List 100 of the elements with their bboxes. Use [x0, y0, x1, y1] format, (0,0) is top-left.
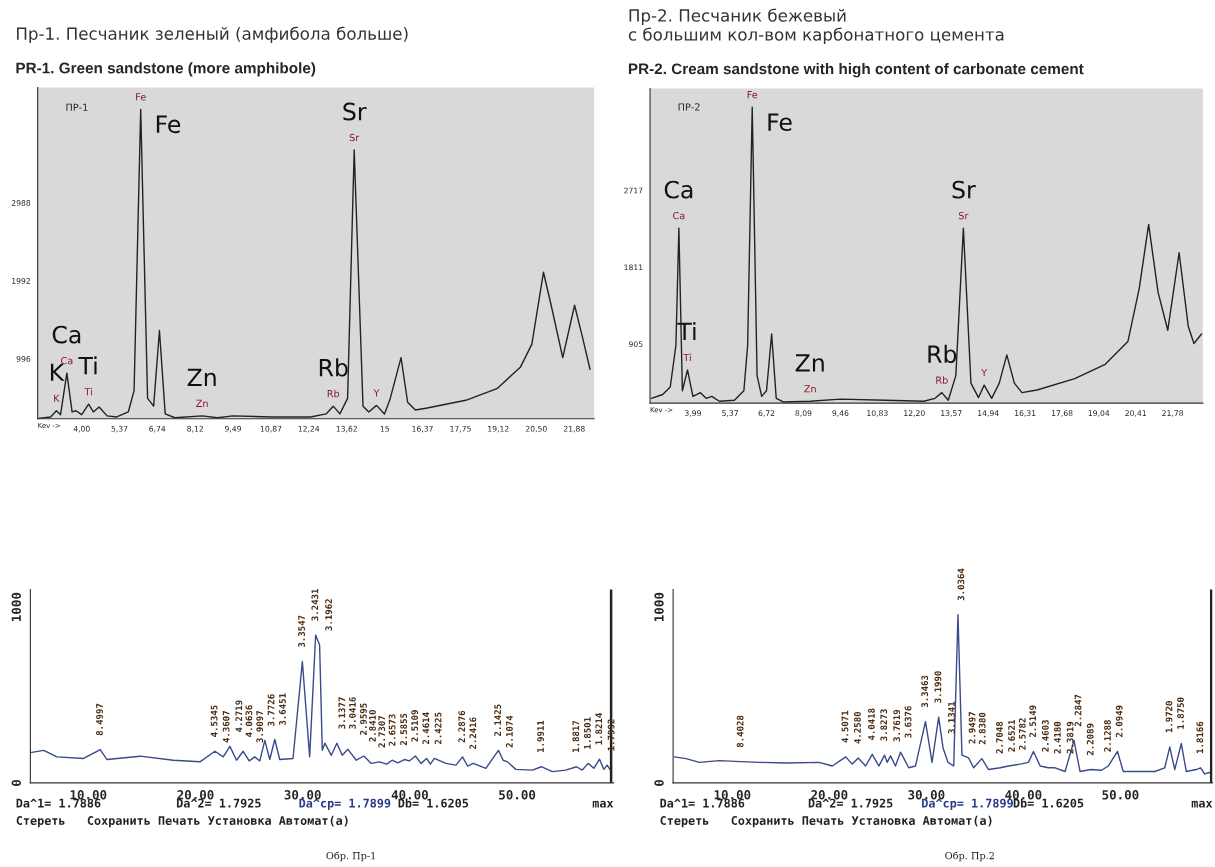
text: Da^2= 1.7925	[176, 798, 261, 808]
annotation: Fe	[136, 93, 146, 101]
annotation: 2.2089	[1086, 723, 1094, 756]
text: Da^1= 1.7886	[16, 798, 101, 808]
annotation: 2.4225	[434, 712, 442, 745]
annotation: 4.2719	[235, 700, 243, 732]
text: Стереть Сохранить Печать Установка Автомат(а)	[660, 815, 992, 828]
annotation: 2.2416	[469, 717, 477, 749]
x-tick-label: 10.00	[70, 790, 107, 800]
annotation: 1.8817	[572, 720, 580, 753]
annotation: 2.6521	[1008, 719, 1015, 752]
annotation: 2.5149	[1029, 705, 1037, 738]
chart-subtitle: PR-1. Green sandstone (more amphibole)	[16, 62, 316, 77]
y-tick-label: 0	[11, 779, 22, 786]
annotation: Zn	[187, 368, 216, 386]
annotation: 2.1425	[494, 704, 502, 736]
annotation: 3.1962	[325, 599, 333, 631]
x-tick-label: 40.00	[1005, 790, 1042, 800]
annotation: 3.6451	[279, 693, 286, 726]
annotation: 2.3819	[1066, 721, 1074, 754]
annotation: 2.6573	[388, 714, 396, 746]
annotation: 2.5782	[1018, 718, 1026, 750]
annotation: 1.9720	[1165, 701, 1173, 733]
x-tick-label: 40.00	[391, 790, 428, 800]
annotation: 1.8166	[1196, 721, 1204, 754]
chart-title: Пр-1. Песчаник зеленый (амфибола больше)	[17, 26, 408, 44]
annotation: 3.1341	[948, 701, 955, 734]
annotation: Ti	[84, 387, 92, 396]
x-tick-label: 10.00	[714, 790, 751, 800]
annotation: 2.9497	[968, 712, 976, 744]
annotation: 3.1990	[934, 671, 942, 703]
annotation: 3.2431	[311, 589, 319, 621]
annotation: Sr	[958, 211, 969, 220]
annotation: Zn	[795, 354, 824, 372]
annotation: 2.5855	[400, 713, 408, 746]
annotation: 1.7992	[607, 719, 615, 751]
x-tick-label: 20.00	[811, 790, 848, 800]
annotation: 4.2580	[854, 711, 861, 744]
annotation: Rb	[936, 376, 948, 384]
annotation: 4.5071	[841, 710, 849, 743]
text: Стереть Сохранить Печать Установка Автомат(а)	[16, 815, 348, 828]
text: Da^1= 1.7886	[660, 798, 745, 808]
annotation: Y	[981, 369, 988, 377]
annotation: 3.8273	[880, 709, 888, 741]
annotation: 4.3607	[222, 711, 230, 743]
annotation: 1.8501	[583, 717, 591, 749]
annotation: 2.1288	[1104, 720, 1111, 752]
annotation: 3.1377	[338, 697, 346, 729]
annotation: 2.4180	[1054, 721, 1061, 754]
annotation: 2.9595	[360, 703, 367, 735]
annotation: Sr	[952, 180, 976, 199]
annotation: Zn	[196, 399, 208, 407]
annotation: 2.8410	[369, 710, 376, 742]
annotation: 3.3547	[298, 615, 305, 648]
text: max	[592, 800, 614, 808]
annotation: Sr	[343, 102, 367, 121]
annotation: Ti	[78, 356, 97, 375]
text: Da^cp= 1.7899	[299, 798, 391, 810]
annotation: Ca	[61, 356, 73, 365]
x-tick-label: 30.00	[284, 790, 321, 800]
annotation: ПР-2	[678, 103, 700, 111]
annotation: 2.5109	[411, 710, 419, 742]
annotation: 2.4614	[422, 712, 430, 745]
annotation: 3.9097	[256, 711, 264, 743]
annotation: Ca	[664, 180, 693, 199]
annotation: K	[54, 394, 60, 402]
annotation: 3.0364	[957, 568, 965, 601]
annotation: Rb	[319, 358, 348, 377]
annotation: Sr	[349, 133, 360, 142]
annotation: 2.7307	[378, 715, 386, 748]
annotation: 2.4603	[1041, 720, 1049, 752]
annotation: 2.8380	[978, 712, 986, 745]
chart-title: Пр-2. Песчаник бежевый с большим кол-вом карбонатного цемента	[628, 8, 1004, 44]
annotation: 3.3463	[921, 675, 929, 708]
annotation: 2.7048	[996, 721, 1003, 754]
text: Da^cp= 1.7899	[922, 798, 1013, 810]
annotation: 1.8214	[595, 713, 603, 745]
annotation: Ca	[673, 211, 685, 220]
chart-subtitle: PR-2. Cream sandstone with high content of carbonate cement	[628, 63, 1084, 78]
y-tick-label: 1000	[11, 592, 22, 622]
annotation: 3.7726	[267, 694, 275, 726]
annotation: Ti	[683, 353, 691, 361]
annotation: 4.0418	[868, 708, 875, 741]
annotation: 3.0416	[349, 697, 356, 729]
annotation: Fe	[747, 91, 758, 99]
annotation: Rb	[928, 344, 957, 364]
annotation: 2.2876	[458, 710, 466, 743]
annotation: Fe	[768, 113, 792, 131]
line-series	[673, 613, 1211, 775]
x-tick-label: 50.00	[499, 790, 536, 800]
y-tick-label: 0	[654, 779, 664, 786]
annotation: Y	[373, 389, 380, 397]
annotation: 8.4028	[736, 715, 744, 748]
annotation: 2.0949	[1115, 705, 1123, 738]
annotation: Ca	[52, 325, 81, 344]
annotation: 1.9911	[537, 720, 544, 753]
annotation: 4.5345	[210, 705, 218, 737]
annotation: Fe	[156, 115, 181, 134]
x-tick-label: 20.00	[177, 790, 214, 800]
annotation: ПР-1	[66, 103, 88, 111]
